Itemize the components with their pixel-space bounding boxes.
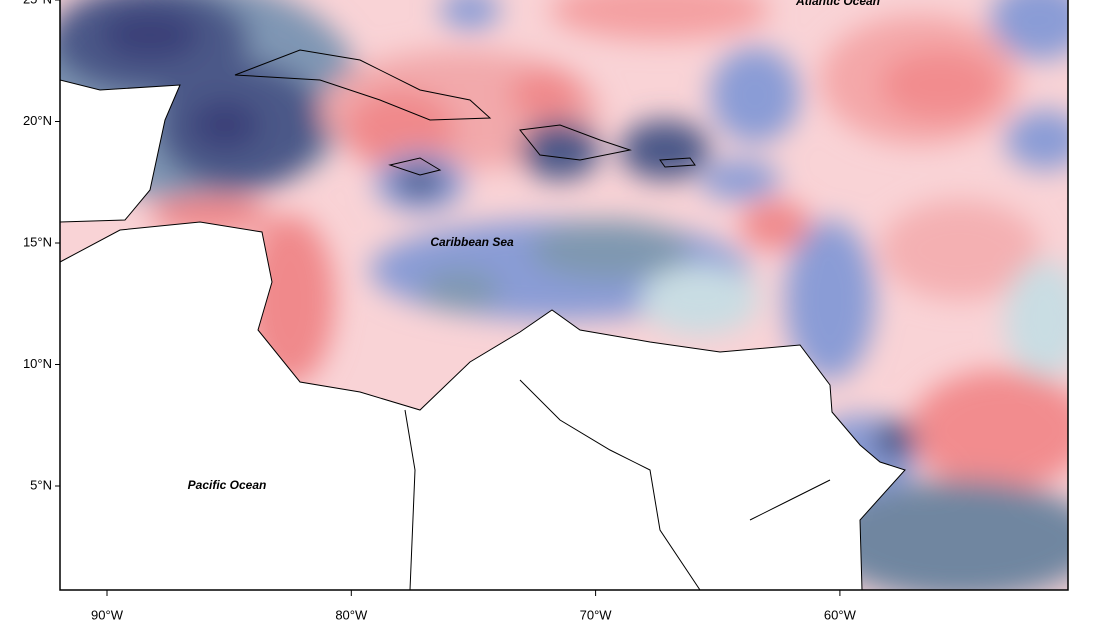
- yucatan: [60, 79, 181, 223]
- lon-label: 90°W: [91, 607, 124, 622]
- ocean-label: Pacific Ocean: [188, 478, 267, 492]
- lat-label: 25°N: [23, 0, 52, 6]
- lat-label: 15°N: [23, 234, 52, 249]
- ocean-label: Atlantic Ocean: [795, 0, 880, 8]
- lat-label: 10°N: [23, 356, 52, 371]
- frame: [59, 0, 1069, 591]
- borders: [404, 379, 831, 590]
- puerto-rico: [659, 157, 696, 168]
- hispaniola: [519, 124, 632, 161]
- lat-label: 5°N: [30, 477, 52, 492]
- lon-label: 60°W: [824, 607, 857, 622]
- ocean-label: Caribbean Sea: [430, 235, 514, 249]
- mainland: [60, 221, 906, 590]
- land: [60, 49, 906, 590]
- lat-label: 20°N: [23, 113, 52, 128]
- lon-label: 70°W: [580, 607, 613, 622]
- jamaica: [388, 157, 442, 176]
- cuba: [234, 49, 492, 121]
- lon-label: 80°W: [335, 607, 368, 622]
